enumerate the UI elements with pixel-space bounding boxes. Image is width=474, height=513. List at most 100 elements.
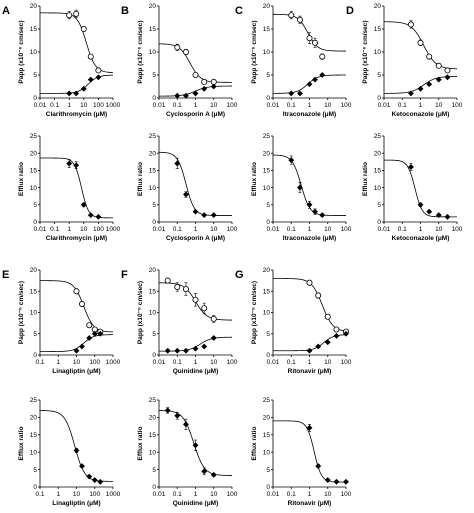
x-tick-label: 1	[67, 102, 71, 109]
y-tick-label: 20	[30, 150, 38, 157]
y-tick-label: 10	[30, 185, 38, 192]
x-tick-label: 10	[324, 491, 332, 498]
fit-curve	[40, 157, 113, 219]
data-point-open	[315, 292, 322, 299]
x-tick-label: 10	[210, 226, 218, 233]
y-tick-label: 20	[30, 267, 38, 274]
y-tick-label: 5	[152, 331, 156, 338]
x-axis-label: Ketoconazole (μM)	[392, 111, 450, 118]
data-point-filled	[201, 468, 208, 475]
y-tick-label: 25	[374, 133, 382, 140]
y-tick-label: 20	[263, 150, 271, 157]
data-point-filled	[183, 421, 189, 428]
data-point-filled	[192, 442, 199, 449]
y-tick-label: 0	[33, 219, 37, 226]
data-point-filled	[306, 347, 313, 354]
data-point-filled	[408, 164, 414, 170]
panel-label: C	[235, 5, 243, 17]
x-tick-label: 0.1	[50, 226, 59, 233]
y-tick-label: 0	[377, 95, 381, 102]
y-tick-label: 10	[263, 449, 271, 456]
x-tick-label: 100	[341, 102, 352, 109]
x-axis-label: Ritonavir (μM)	[288, 368, 332, 375]
y-axis-label: Efflux ratio	[137, 162, 144, 196]
x-tick-label: 10	[324, 359, 332, 366]
y-tick-label: 5	[266, 72, 270, 79]
y-tick-label: 0	[152, 484, 156, 491]
x-tick-label: 0.1	[398, 226, 407, 233]
data-point-filled	[174, 347, 181, 354]
x-axis-label: Ritonavir (μM)	[288, 500, 332, 507]
data-point-open	[201, 305, 208, 312]
data-point-filled	[201, 85, 208, 92]
fit-curve	[40, 74, 114, 94]
y-tick-label: 0	[377, 219, 381, 226]
x-tick-label: 100	[452, 226, 463, 233]
x-tick-label: 10	[435, 226, 443, 233]
y-tick-label: 20	[374, 3, 382, 10]
y-tick-label: 25	[149, 133, 157, 140]
data-point-filled	[192, 90, 199, 97]
panel-5: 0 5 10 15 20 25 0.01 0.1 1 10 100 1000 Clarithromyci…	[18, 133, 121, 242]
x-tick-label: 0.1	[287, 102, 296, 109]
data-point-filled	[426, 208, 433, 215]
data-point-filled	[333, 478, 340, 485]
panel-13: 0 5 10 15 20 25 0.01 0.1 1 10 100 Quinidine (μM) Eff…	[137, 397, 238, 507]
x-tick-label: 10	[324, 102, 332, 109]
panel-label: G	[235, 269, 244, 281]
y-tick-label: 15	[149, 26, 157, 33]
data-point-filled	[426, 81, 433, 88]
data-point-open	[73, 10, 80, 17]
y-tick-label: 25	[263, 133, 271, 140]
x-tick-label: 100	[227, 491, 238, 498]
y-tick-label: 10	[30, 310, 38, 317]
data-point-filled	[73, 90, 80, 97]
y-tick-label: 20	[30, 3, 38, 10]
y-tick-label: 25	[30, 133, 38, 140]
data-point-filled	[306, 201, 313, 208]
data-point-filled	[91, 477, 98, 483]
data-point-filled	[297, 90, 303, 97]
data-point-filled	[315, 343, 322, 350]
y-tick-label: 5	[377, 202, 381, 209]
y-axis-label: Papp (x10⁻⁶ cm/sec)	[251, 20, 258, 83]
data-point-filled	[80, 201, 87, 208]
y-tick-label: 0	[152, 352, 156, 359]
x-tick-label: 0.1	[35, 359, 44, 366]
y-axis-label: Papp (x10⁻⁶ cm/sec)	[18, 281, 25, 344]
data-point-filled	[319, 72, 326, 78]
data-point-open	[435, 62, 442, 69]
data-point-filled	[210, 471, 217, 478]
data-point-filled	[91, 330, 98, 337]
x-tick-label: 1	[194, 359, 198, 366]
data-point-filled	[343, 478, 349, 485]
y-tick-label: 5	[266, 331, 270, 338]
y-tick-label: 10	[149, 49, 157, 56]
x-tick-label: 0.1	[173, 359, 182, 366]
y-tick-label: 0	[152, 95, 156, 102]
y-tick-label: 20	[149, 267, 157, 274]
x-tick-label: 0.01	[34, 102, 47, 109]
data-point-filled	[73, 347, 80, 354]
data-point-filled	[312, 76, 318, 83]
y-tick-label: 20	[149, 150, 157, 157]
data-point-filled	[435, 76, 442, 83]
x-tick-label: 10	[73, 491, 81, 498]
data-point-filled	[86, 335, 93, 341]
x-tick-label: 1	[308, 226, 312, 233]
data-point-filled	[312, 208, 318, 215]
y-tick-label: 0	[266, 484, 270, 491]
y-tick-label: 0	[152, 219, 156, 226]
x-tick-label: 1	[419, 102, 423, 109]
y-axis-label: Papp (x10⁻⁶ cm/sec)	[18, 20, 25, 83]
x-tick-label: 1	[194, 226, 198, 233]
y-tick-label: 20	[263, 3, 271, 10]
x-tick-label: 0.1	[173, 102, 182, 109]
data-point-filled	[288, 157, 295, 164]
y-tick-label: 5	[152, 72, 156, 79]
x-tick-label: 1	[67, 226, 71, 233]
x-tick-label: 100	[341, 491, 352, 498]
x-tick-label: 0.1	[287, 491, 296, 498]
